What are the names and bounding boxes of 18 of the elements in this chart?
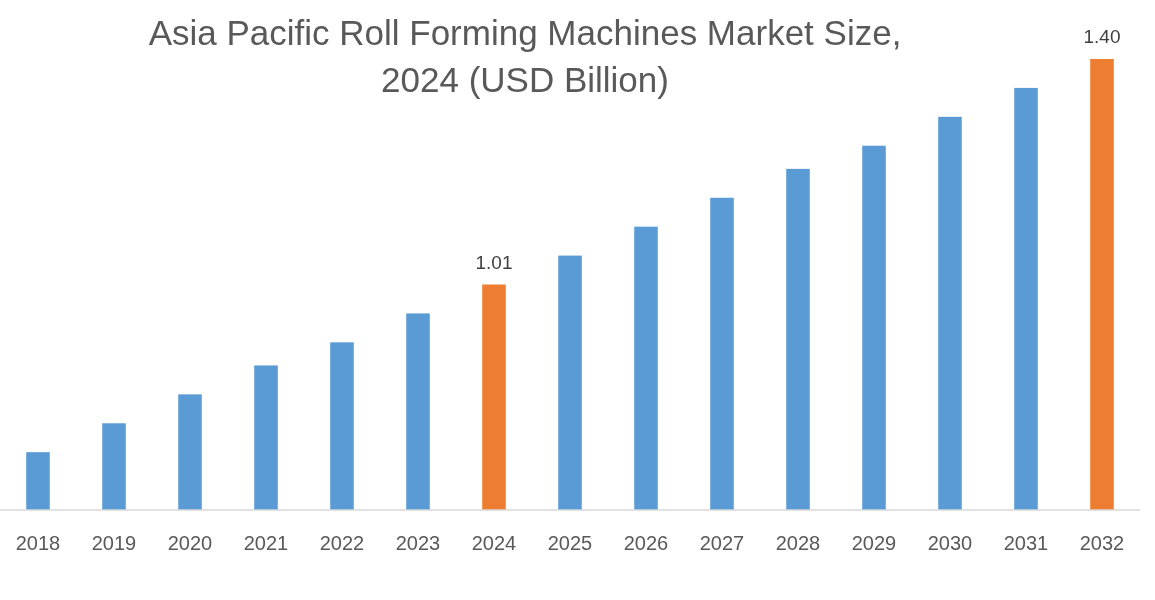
x-tick-label: 2027 <box>699 532 745 554</box>
x-tick-label: 2018 <box>15 532 61 554</box>
x-tick-label: 2032 <box>1079 532 1125 554</box>
x-tick-label: 2024 <box>471 532 517 554</box>
x-tick-label: 2022 <box>319 532 365 554</box>
x-tick-label: 2026 <box>623 532 669 554</box>
x-tick-label: 2025 <box>547 532 593 554</box>
x-tick-label: 2031 <box>1003 532 1049 554</box>
x-tick-label: 2023 <box>395 532 441 554</box>
x-tick-label: 2019 <box>91 532 137 554</box>
chart-title: Asia Pacific Roll Forming Machines Market Size, 2024 (USD Billion) <box>148 13 902 99</box>
data-label: 1.01 <box>475 251 513 273</box>
x-tick-label: 2030 <box>927 532 973 554</box>
x-tick-label: 2021 <box>243 532 289 554</box>
data-label: 1.40 <box>1083 26 1121 47</box>
x-tick-label: 2020 <box>167 532 213 554</box>
x-tick-label: 2029 <box>851 532 897 554</box>
x-tick-label: 2028 <box>775 532 821 554</box>
